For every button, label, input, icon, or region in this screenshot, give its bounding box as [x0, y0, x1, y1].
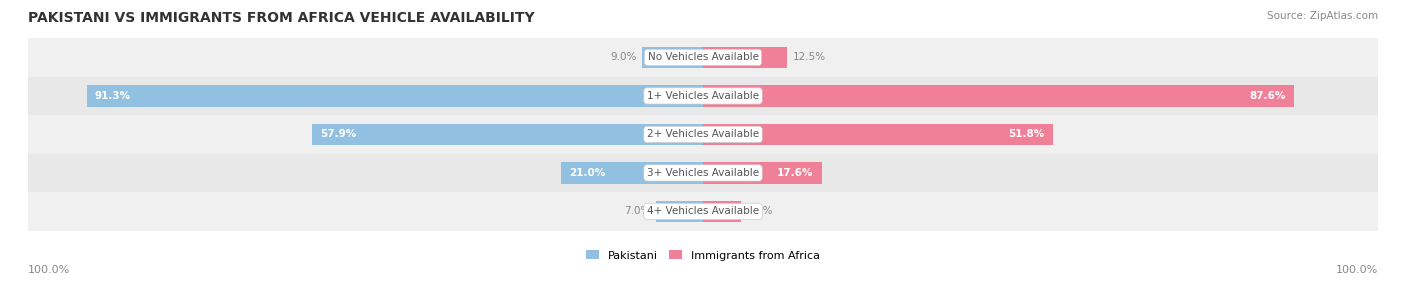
Bar	[28, 192, 1378, 231]
Bar	[28, 38, 1378, 77]
Text: 4+ Vehicles Available: 4+ Vehicles Available	[647, 206, 759, 217]
Bar	[703, 124, 1053, 145]
Bar	[28, 115, 1378, 154]
Text: 7.0%: 7.0%	[624, 206, 651, 217]
Legend: Pakistani, Immigrants from Africa: Pakistani, Immigrants from Africa	[581, 246, 825, 265]
Text: 5.6%: 5.6%	[747, 206, 773, 217]
Text: 100.0%: 100.0%	[28, 265, 70, 275]
Bar	[561, 162, 703, 184]
Bar	[87, 85, 703, 106]
Text: 9.0%: 9.0%	[610, 52, 637, 62]
Bar	[643, 47, 703, 68]
Bar	[28, 77, 1378, 115]
Text: 57.9%: 57.9%	[321, 130, 357, 139]
Text: 51.8%: 51.8%	[1008, 130, 1045, 139]
Text: 91.3%: 91.3%	[96, 91, 131, 101]
Text: 87.6%: 87.6%	[1250, 91, 1286, 101]
Bar	[703, 47, 787, 68]
Bar	[703, 201, 741, 222]
Bar	[28, 154, 1378, 192]
Text: 17.6%: 17.6%	[778, 168, 814, 178]
Bar	[312, 124, 703, 145]
Bar	[703, 85, 1294, 106]
Bar	[655, 201, 703, 222]
Text: 21.0%: 21.0%	[569, 168, 606, 178]
Text: PAKISTANI VS IMMIGRANTS FROM AFRICA VEHICLE AVAILABILITY: PAKISTANI VS IMMIGRANTS FROM AFRICA VEHI…	[28, 11, 534, 25]
Text: 2+ Vehicles Available: 2+ Vehicles Available	[647, 130, 759, 139]
Text: 3+ Vehicles Available: 3+ Vehicles Available	[647, 168, 759, 178]
Text: No Vehicles Available: No Vehicles Available	[648, 52, 758, 62]
Text: 100.0%: 100.0%	[1336, 265, 1378, 275]
Text: 1+ Vehicles Available: 1+ Vehicles Available	[647, 91, 759, 101]
Text: Source: ZipAtlas.com: Source: ZipAtlas.com	[1267, 11, 1378, 21]
Bar	[703, 162, 821, 184]
Text: 12.5%: 12.5%	[793, 52, 825, 62]
